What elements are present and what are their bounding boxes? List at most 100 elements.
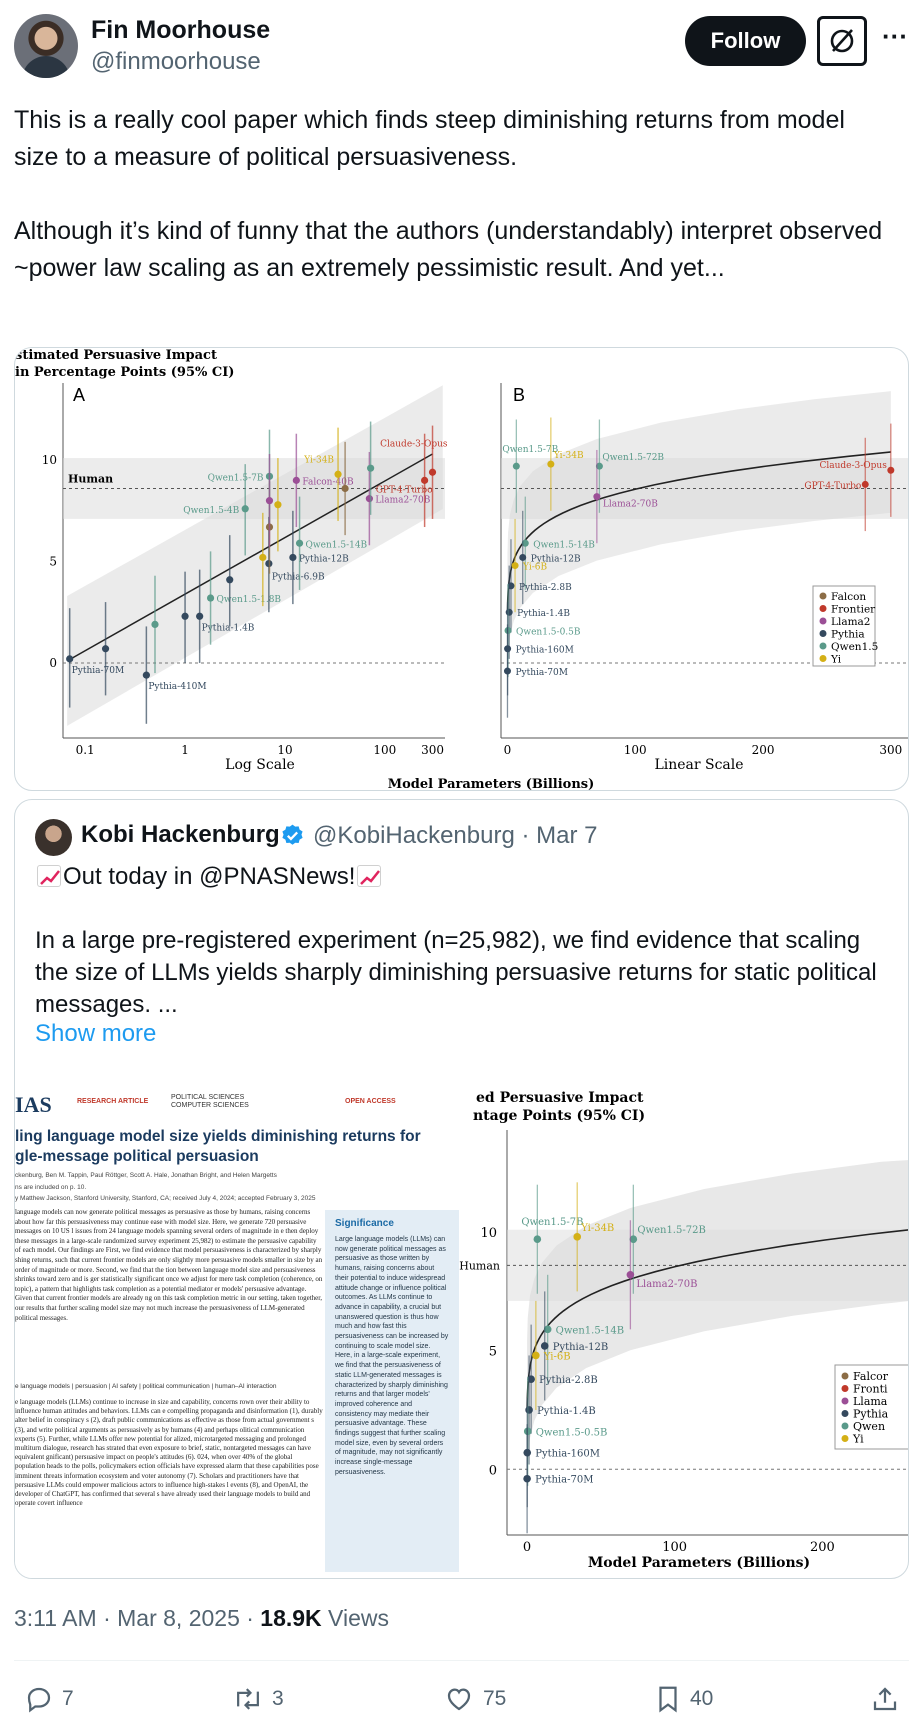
panel-b-point: [887, 466, 895, 474]
crop-point-label: Pythia-2.8B: [539, 1375, 598, 1386]
quoted-author-avatar[interactable]: [35, 819, 72, 856]
panel-b-point-label: Qwen1.5-72B: [602, 453, 664, 463]
panel-b-legend-entry: Falcon: [831, 591, 866, 603]
panel-a-point: [226, 576, 234, 584]
panel-b-legend-entry: Pythia: [831, 629, 865, 641]
reply-button[interactable]: 7: [24, 1675, 74, 1723]
panel-b-point: [861, 480, 869, 488]
crop-legend-marker: [841, 1422, 849, 1430]
bookmark-button[interactable]: 40: [654, 1675, 713, 1723]
crop-point: [629, 1235, 638, 1244]
panel-b-point-label: GPT-4-Turbo: [804, 481, 861, 491]
panel-b-xlabel: Linear Scale: [654, 757, 743, 773]
crop-point: [523, 1474, 531, 1483]
panel-a-point-label: Qwen1.5-1.8B: [217, 595, 282, 605]
panel-b-point: [519, 553, 527, 561]
follow-button[interactable]: Follow: [685, 16, 806, 66]
panel-b-point: [505, 608, 513, 616]
quoted-line1: Out today in @PNASNews!: [63, 863, 356, 890]
crop-point: [525, 1406, 533, 1414]
repost-button[interactable]: 3: [232, 1675, 284, 1723]
tweet-text: This is a really cool paper which finds …: [14, 106, 883, 282]
author-avatar[interactable]: [14, 14, 78, 78]
paper-screenshot: IAS RESEARCH ARTICLE POLITICAL SCIENCES …: [15, 1080, 465, 1578]
quoted-meta[interactable]: @KobiHackenburg · Mar 7: [313, 822, 598, 849]
panel-a-xlabel: Log Scale: [225, 757, 295, 773]
panel-a-point: [66, 655, 74, 663]
panel-b-point-label: Pythia-1.4B: [517, 609, 570, 619]
author-name[interactable]: Fin Moorhouse: [91, 16, 271, 44]
crop-legend-marker: [841, 1410, 849, 1417]
chart-increasing-emoji-icon: [37, 865, 61, 887]
tweet-timestamp: 3:11 AM · Mar 8, 2025 · 18.9K Views: [14, 1605, 389, 1632]
views-label: Views: [321, 1605, 389, 1631]
crop-xlabel: Model Parameters (Billions): [588, 1555, 810, 1571]
panel-a-point: [341, 484, 349, 493]
crop-point-label: Pythia-1.4B: [537, 1406, 596, 1417]
panel-b-legend-marker: [819, 642, 827, 650]
quoted-author-name[interactable]: Kobi Hackenburg: [81, 821, 280, 848]
panel-a-ytick: 5: [49, 555, 57, 569]
crop-legend-entry: Falcor: [853, 1370, 889, 1383]
panel-b-legend-marker: [819, 592, 827, 600]
quoted-tweet[interactable]: Kobi Hackenburg @KobiHackenburg · Mar 7 …: [14, 799, 909, 1579]
quoted-media[interactable]: IAS RESEARCH ARTICLE POLITICAL SCIENCES …: [15, 1080, 908, 1578]
paper-body: e language models (LLMs) continue to inc…: [15, 1398, 323, 1508]
paper-authors: ckenburg, Ben M. Tappin, Paul Röttger, S…: [15, 1172, 277, 1179]
crop-point: [532, 1351, 540, 1360]
crop-point-label: Qwen1.5-14B: [556, 1325, 624, 1336]
grok-icon[interactable]: [817, 16, 867, 66]
heart-icon: [447, 1688, 471, 1711]
pnas-logo: IAS: [15, 1092, 52, 1117]
panel-a-point: [151, 620, 159, 628]
crop-legend-marker: [841, 1385, 849, 1392]
timestamp-text[interactable]: 3:11 AM · Mar 8, 2025 ·: [14, 1605, 261, 1631]
panel-a-point-label: Yi-34B: [303, 455, 334, 465]
panel-a-point-label: Pythia-410M: [148, 682, 206, 692]
panel-a-point: [196, 612, 204, 620]
panel-a-point: [334, 470, 342, 478]
panel-b-xtick: 300: [879, 743, 902, 757]
panel-a-point-label: Pythia-1.4B: [202, 623, 255, 633]
panel-b-point-label: Qwen1.5-14B: [533, 540, 595, 550]
panel-a-xtick: 300: [421, 743, 444, 757]
panel-b-legend-marker: [819, 655, 827, 662]
paper-edited-by: y Matthew Jackson, Stanford University, …: [15, 1195, 316, 1202]
panel-a-point-label: Pythia-12B: [299, 554, 349, 564]
persuasion-scaling-chart: stimated Persuasive Impact in Percentage…: [15, 348, 908, 790]
panel-a-xtick: 10: [277, 743, 292, 757]
author-handle[interactable]: @finmoorhouse: [91, 48, 261, 75]
tweet-image-chart[interactable]: stimated Persuasive Impact in Percentage…: [14, 347, 909, 791]
crop-legend-entry: Pythia: [853, 1408, 889, 1421]
crop-point: [573, 1233, 582, 1241]
panel-b-legend-entry: Yi: [830, 654, 842, 666]
reply-count: 7: [62, 1687, 74, 1710]
panel-b-point-label: Pythia-12B: [531, 554, 581, 564]
crop-legend-marker: [841, 1397, 849, 1405]
panel-b-point-label: Qwen1.5-7B: [502, 445, 558, 455]
panel-b-point-label: Llama2-70B: [603, 500, 658, 510]
crop-xtick: 200: [810, 1540, 835, 1555]
panel-b-label: B: [513, 385, 525, 405]
crop-legend-marker: [841, 1435, 849, 1442]
panel-b-point: [503, 667, 511, 675]
panel-b-point-label: Pythia-2.8B: [519, 583, 572, 593]
crop-legend-box: [834, 1364, 908, 1450]
panel-a-point-label: Claude-3-Opus: [380, 439, 448, 449]
crop-ytick: 0: [489, 1463, 497, 1478]
panel-b-point: [511, 562, 519, 570]
panel-b-legend-entry: Qwen1.5: [831, 641, 878, 653]
show-more-link[interactable]: Show more: [35, 1020, 157, 1047]
panel-a-point: [421, 476, 429, 484]
crop-human-label: Human: [459, 1259, 500, 1272]
more-options-icon[interactable]: ···: [882, 21, 908, 51]
share-icon: [873, 1687, 897, 1711]
share-button[interactable]: [870, 1675, 900, 1723]
like-button[interactable]: 75: [443, 1675, 506, 1723]
panel-a-point: [289, 553, 297, 562]
cropped-chart: ed Persuasive Impact ntage Points (95% C…: [459, 1090, 908, 1571]
crop-legend-entry: Yi: [852, 1433, 864, 1446]
quoted-body: In a large pre-registered experiment (n=…: [35, 927, 884, 1018]
